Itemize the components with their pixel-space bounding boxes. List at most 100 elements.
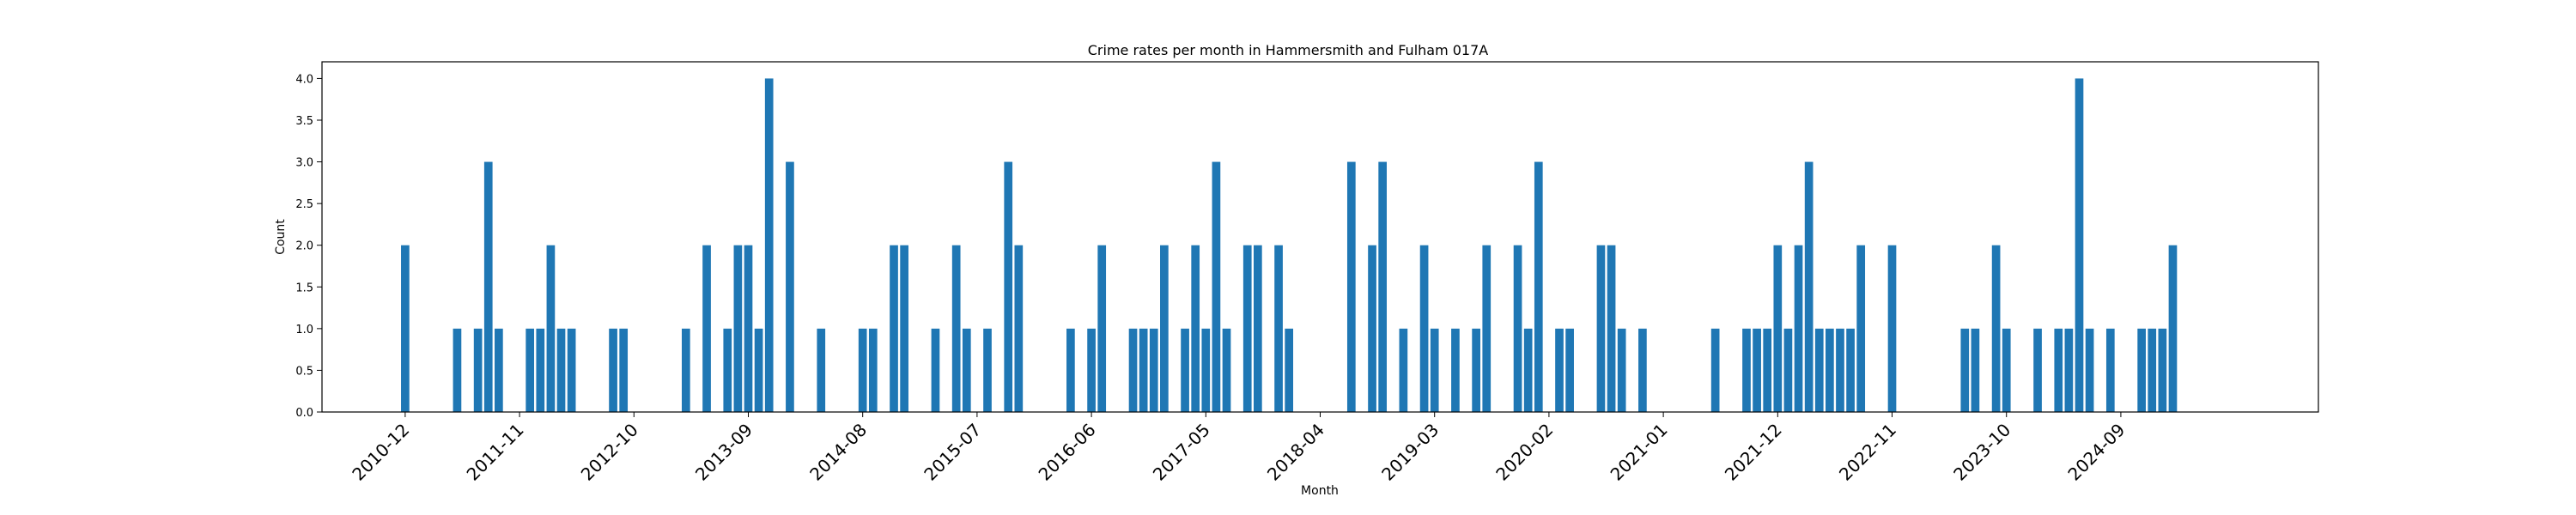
bar-2015-11 xyxy=(1014,245,1024,412)
y-axis-title: Count xyxy=(274,219,288,255)
bar-2022-04 xyxy=(1814,328,1824,412)
bar-2022-05 xyxy=(1826,328,1834,412)
bar-2017-03 xyxy=(1181,328,1189,412)
bar-2020-09 xyxy=(1617,328,1626,412)
bar-2012-01 xyxy=(536,328,545,412)
y-tick-label: 0.5 xyxy=(295,365,313,378)
bar-2011-09 xyxy=(495,328,503,412)
bar-2011-08 xyxy=(483,161,493,412)
bar-2022-07 xyxy=(1846,328,1855,412)
bar-2013-08 xyxy=(733,245,743,412)
bar-2014-01 xyxy=(786,161,794,412)
bar-2020-04 xyxy=(1565,328,1574,412)
x-axis-title: Month xyxy=(1301,484,1339,498)
bar-2012-02 xyxy=(546,245,556,412)
bar-2012-03 xyxy=(556,328,566,412)
bar-2020-01 xyxy=(1534,161,1543,412)
bar-2015-10 xyxy=(1004,161,1013,412)
bar-2023-09 xyxy=(1991,245,2001,412)
y-axis: 0.0 0.5 1.0 1.5 2.0 2.5 3.0 3.5 4.0 xyxy=(295,73,322,420)
bar-2012-08 xyxy=(609,328,617,412)
y-tick-label: 1.5 xyxy=(295,282,313,294)
bar-2013-10 xyxy=(754,328,763,412)
bar-2020-07 xyxy=(1596,245,1606,412)
y-tick-label: 0.0 xyxy=(295,407,313,420)
bar-2022-11 xyxy=(1887,245,1897,412)
bar-2020-11 xyxy=(1638,328,1647,412)
bar-2012-09 xyxy=(619,328,629,412)
bar-2024-11 xyxy=(2137,328,2146,412)
bars-group xyxy=(401,78,2178,413)
bar-2023-07 xyxy=(1971,328,1980,412)
bar-2019-11 xyxy=(1513,245,1522,412)
bar-2017-05 xyxy=(1201,328,1211,412)
bar-2019-08 xyxy=(1482,245,1492,412)
y-tick-label: 3.0 xyxy=(295,157,313,170)
bar-2020-08 xyxy=(1607,245,1616,412)
bar-2024-04 xyxy=(2064,328,2074,412)
bar-2024-08 xyxy=(2105,328,2115,412)
bar-2024-05 xyxy=(2075,78,2084,413)
bar-2014-04 xyxy=(817,328,826,412)
bar-2015-06 xyxy=(962,328,971,412)
bar-2017-09 xyxy=(1242,245,1252,412)
bar-2011-07 xyxy=(473,328,483,412)
bar-2012-04 xyxy=(567,328,576,412)
bar-2016-11 xyxy=(1139,328,1148,412)
bar-2017-01 xyxy=(1160,245,1169,412)
bar-2021-11 xyxy=(1763,328,1772,412)
bar-2016-10 xyxy=(1128,328,1138,412)
bar-2014-09 xyxy=(868,328,878,412)
bar-2021-06 xyxy=(1710,328,1720,412)
bar-2014-12 xyxy=(900,245,908,412)
bar-2019-07 xyxy=(1472,328,1480,412)
bar-2017-04 xyxy=(1191,245,1200,412)
bar-2021-12 xyxy=(1773,245,1783,412)
bar-2019-12 xyxy=(1523,328,1533,412)
bar-2018-01 xyxy=(1285,328,1294,412)
chart-title: Crime rates per month in Hammersmith and… xyxy=(1088,42,1489,58)
y-tick-label: 4.0 xyxy=(295,73,313,86)
bar-2018-09 xyxy=(1368,245,1376,412)
bar-2023-06 xyxy=(1960,328,1970,412)
bar-2020-03 xyxy=(1555,328,1564,412)
bar-2016-12 xyxy=(1149,328,1158,412)
y-tick-label: 2.5 xyxy=(295,198,313,211)
y-tick-label: 3.5 xyxy=(295,115,313,128)
bar-2018-12 xyxy=(1399,328,1408,412)
y-tick-label: 1.0 xyxy=(295,324,313,336)
bar-2024-03 xyxy=(2054,328,2063,412)
bar-2014-11 xyxy=(890,245,898,412)
bar-2017-06 xyxy=(1212,161,1221,412)
bar-2022-08 xyxy=(1856,245,1866,412)
bar-2011-12 xyxy=(526,328,535,412)
bar-2013-11 xyxy=(764,78,774,413)
bar-2016-06 xyxy=(1087,328,1096,412)
bar-2019-02 xyxy=(1419,245,1429,412)
bar-2019-05 xyxy=(1451,328,1460,412)
bar-2014-08 xyxy=(858,328,867,412)
bar-2013-03 xyxy=(681,328,690,412)
bar-2013-05 xyxy=(702,245,711,412)
bar-2023-10 xyxy=(2002,328,2011,412)
bar-2015-05 xyxy=(951,245,961,412)
bar-2025-01 xyxy=(2158,328,2167,412)
bar-2024-06 xyxy=(2085,328,2094,412)
bar-2021-09 xyxy=(1742,328,1751,412)
bar-2024-01 xyxy=(2033,328,2042,412)
y-tick-label: 2.0 xyxy=(295,240,313,253)
bar-2018-10 xyxy=(1378,161,1387,412)
bar-2017-12 xyxy=(1274,245,1283,412)
bar-2011-05 xyxy=(453,328,462,412)
bar-2021-10 xyxy=(1753,328,1761,412)
bar-2019-03 xyxy=(1430,328,1439,412)
bar-2015-03 xyxy=(931,328,940,412)
bar-2016-07 xyxy=(1097,245,1107,412)
bar-2025-02 xyxy=(2168,245,2178,412)
bar-2024-12 xyxy=(2148,328,2157,412)
bar-2017-10 xyxy=(1254,245,1262,412)
bar-2010-12 xyxy=(401,245,410,412)
bar-2018-07 xyxy=(1346,161,1356,412)
bar-2022-06 xyxy=(1836,328,1844,412)
